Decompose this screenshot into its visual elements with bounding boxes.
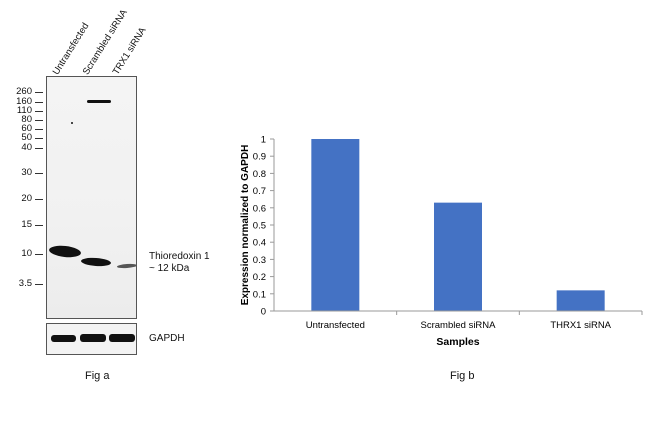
bar-scrambled-sirna — [434, 202, 482, 311]
band-label-line2: ~ 12 kDa — [149, 263, 190, 274]
mw-tick — [35, 199, 43, 200]
x-tick-label: THRX1 siRNA — [550, 320, 611, 331]
y-tick-label: 0.8 — [253, 169, 266, 180]
mw-tick — [35, 138, 43, 139]
mw-tick — [35, 284, 43, 285]
mw-marker-30: 30 — [21, 167, 32, 178]
mw-marker-60: 60 — [21, 123, 32, 134]
x-axis-title: Samples — [436, 336, 479, 348]
y-tick-label: 0.9 — [253, 152, 266, 163]
y-tick-label: 0.5 — [253, 221, 266, 232]
y-axis-title: Expression normalized to GAPDH — [240, 145, 251, 306]
nonspecific-band — [87, 100, 111, 103]
bar-untransfected — [311, 139, 360, 311]
y-tick-label: 0.3 — [253, 255, 266, 266]
gapdh-blot — [46, 323, 137, 355]
mw-tick — [35, 129, 43, 130]
mw-marker-80: 80 — [21, 114, 32, 125]
band-label-line1: Thioredoxin 1 — [149, 251, 210, 262]
mw-tick — [35, 148, 43, 149]
y-tick-label: 0.1 — [253, 289, 266, 300]
mw-tick — [35, 92, 43, 93]
mw-marker-40: 40 — [21, 142, 32, 153]
band-label-thioredoxin: Thioredoxin 1 ~ 12 kDa — [149, 251, 210, 275]
band-scrambled — [80, 256, 112, 268]
fig-a-caption: Fig a — [85, 370, 110, 382]
y-tick-label: 0 — [261, 307, 266, 318]
band-untransfected — [48, 244, 82, 259]
gapdh-band-scrambled — [80, 334, 106, 342]
mw-marker-160: 160 — [16, 96, 32, 107]
x-tick-label: Scrambled siRNA — [421, 320, 497, 331]
mw-marker-20: 20 — [21, 193, 32, 204]
y-tick-label: 0.6 — [253, 203, 266, 214]
mw-marker-3-5: 3.5 — [18, 278, 32, 289]
y-tick-label: 0.7 — [253, 186, 266, 197]
mw-tick — [35, 111, 43, 112]
mw-marker-110: 110 — [16, 105, 32, 116]
mw-tick — [35, 254, 43, 255]
mw-marker-15: 15 — [21, 219, 32, 230]
x-tick-label: Untransfected — [306, 320, 365, 331]
band-trx1 — [116, 263, 138, 269]
mw-tick — [35, 102, 43, 103]
gapdh-label: GAPDH — [149, 333, 185, 344]
y-tick-label: 0.2 — [253, 272, 266, 283]
blot-membrane — [46, 76, 138, 319]
mw-tick — [35, 173, 43, 174]
bar-thrx1-sirna — [556, 290, 605, 311]
mw-tick — [35, 120, 43, 121]
gapdh-band-untransfected — [51, 335, 76, 342]
mw-marker-50: 50 — [21, 132, 32, 143]
gapdh-band-trx1 — [109, 334, 135, 342]
mw-marker-10: 10 — [21, 248, 32, 259]
mw-tick — [35, 225, 43, 226]
blot-speck — [71, 122, 73, 124]
mw-marker-260: 260 — [16, 86, 32, 97]
y-tick-label: 0.4 — [253, 238, 266, 249]
y-tick-label: 1 — [261, 135, 266, 146]
fig-b-caption: Fig b — [450, 370, 475, 382]
